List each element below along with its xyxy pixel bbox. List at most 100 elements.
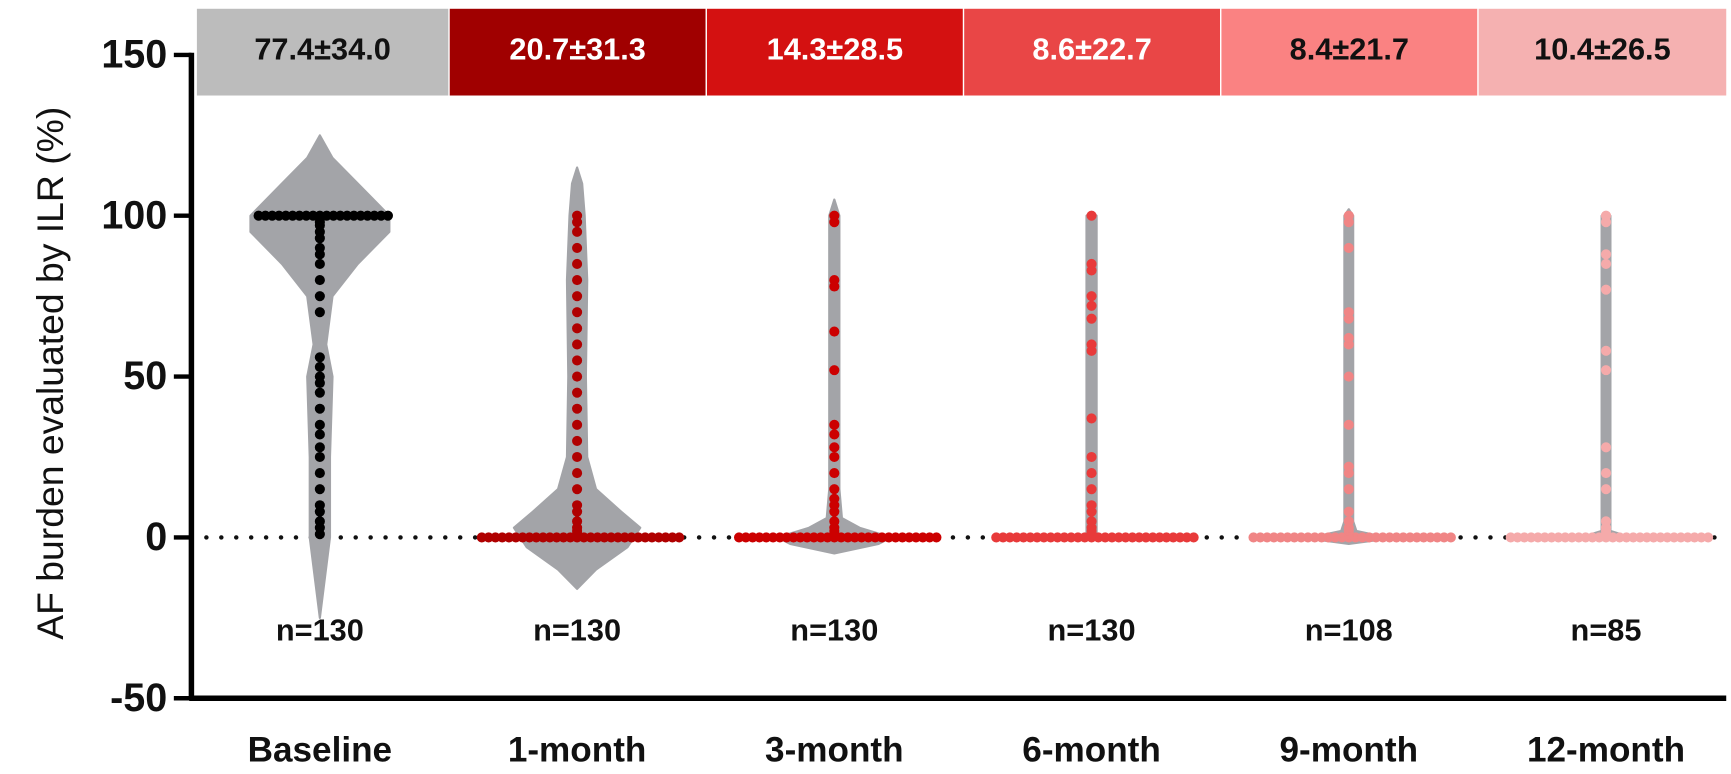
y-axis-title: AF burden evaluated by ILR (%) [29, 107, 71, 640]
n-label: n=130 [276, 612, 364, 647]
summary-box [1478, 8, 1727, 96]
n-label: n=130 [1048, 612, 1136, 647]
data-point [1600, 284, 1612, 295]
summary-box [964, 8, 1221, 96]
data-point [829, 493, 840, 504]
data-point [1086, 484, 1097, 495]
data-point [572, 387, 583, 398]
data-point [572, 258, 583, 270]
data-point [1343, 242, 1354, 253]
y-tick-label: 100 [101, 193, 167, 237]
data-point [572, 339, 583, 350]
data-point [314, 484, 325, 495]
data-point [1086, 451, 1097, 463]
data-point [314, 258, 325, 270]
data-point [572, 516, 583, 527]
x-tick-label: Baseline [248, 730, 392, 769]
data-point [314, 403, 325, 414]
data-point [991, 532, 1002, 543]
data-point [382, 210, 393, 221]
data-point [314, 275, 325, 286]
x-tick-label: 9-month [1280, 730, 1419, 769]
y-tick-label: 50 [123, 354, 167, 398]
data-point [572, 484, 583, 495]
n-label: n=85 [1571, 612, 1642, 647]
summary-box [449, 8, 706, 96]
data-point [1505, 532, 1516, 543]
data-point [1188, 532, 1199, 543]
data-point [931, 532, 942, 543]
data-point [829, 210, 840, 221]
data-point [253, 210, 264, 221]
data-point [314, 249, 325, 260]
data-point [1703, 532, 1714, 543]
data-point [314, 387, 325, 398]
n-label: n=130 [533, 612, 621, 647]
data-point [572, 435, 583, 446]
x-tick-label: 1-month [508, 730, 647, 769]
data-point [1086, 258, 1097, 270]
data-point [572, 210, 583, 221]
data-point [1343, 332, 1354, 344]
data-point [1086, 210, 1097, 221]
data-point [674, 532, 685, 543]
n-label: n=130 [790, 612, 878, 647]
data-point [1343, 506, 1354, 517]
data-point [314, 419, 325, 430]
data-point [1343, 307, 1354, 318]
summary-label: 8.4±21.7 [1290, 32, 1409, 67]
data-point [829, 365, 840, 376]
summary-box [706, 8, 963, 96]
data-point [1343, 484, 1354, 495]
data-point [1086, 300, 1097, 311]
data-point [1600, 345, 1612, 356]
data-point [1248, 532, 1259, 543]
data-point [829, 326, 840, 337]
data-point [572, 468, 583, 479]
data-point [572, 451, 583, 463]
data-point [314, 468, 325, 479]
data-point [829, 516, 840, 527]
data-point [314, 307, 325, 318]
data-point [572, 226, 583, 237]
data-point [1445, 532, 1456, 543]
data-point [1600, 484, 1612, 495]
data-point [572, 307, 583, 318]
x-tick-label: 3-month [765, 730, 904, 769]
data-point [829, 419, 840, 430]
data-point [572, 355, 583, 366]
data-point [314, 429, 325, 440]
y-tick-label: 0 [145, 515, 167, 559]
data-point [829, 468, 840, 479]
data-point [314, 291, 325, 302]
data-point [572, 371, 583, 382]
data-point [314, 442, 325, 453]
summary-box [1221, 8, 1478, 96]
data-point [1600, 516, 1612, 527]
data-point [1086, 468, 1097, 479]
data-point [572, 242, 583, 253]
data-point [314, 529, 325, 540]
data-point [1343, 461, 1354, 472]
y-tick-label: -50 [110, 676, 167, 720]
data-point [1600, 468, 1612, 479]
data-point [572, 275, 583, 286]
data-point [572, 291, 583, 302]
summary-label: 77.4±34.0 [254, 32, 391, 67]
y-tick-label: 150 [101, 33, 167, 77]
data-point [314, 233, 325, 244]
data-point [829, 442, 840, 453]
data-point [572, 500, 583, 511]
x-tick-label: 12-month [1527, 730, 1685, 769]
data-point [829, 429, 840, 440]
data-point [733, 532, 745, 543]
data-point [314, 506, 325, 517]
n-label: n=108 [1305, 612, 1393, 647]
data-point [572, 323, 583, 334]
data-point [1343, 516, 1354, 527]
data-point [1086, 291, 1097, 302]
data-point [1086, 339, 1097, 350]
data-point [572, 419, 583, 430]
data-point [314, 361, 325, 372]
